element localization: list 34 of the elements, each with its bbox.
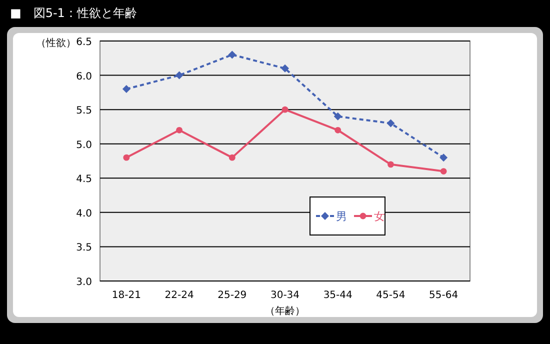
point	[281, 64, 289, 72]
y-tick-label: 3.5	[76, 242, 92, 254]
y-tick-label: 5.5	[76, 106, 92, 117]
x-tick-label: 25-29	[218, 290, 247, 301]
point	[122, 85, 130, 93]
point	[440, 168, 447, 174]
y-tick-label: 4.5	[76, 174, 92, 186]
x-tick-label: 55-64	[429, 290, 458, 301]
point	[388, 161, 394, 168]
x-tick-label: 18-21	[112, 290, 141, 301]
point	[123, 154, 130, 161]
legend-label: 女	[374, 210, 385, 223]
x-tick-label: 22-24	[164, 290, 194, 301]
y-tick-label: 6.0	[76, 71, 92, 82]
y-axis-title: （性欲）	[36, 37, 76, 49]
point	[228, 50, 236, 59]
x-tick-label: 45-54	[376, 290, 406, 301]
y-tick-label: 5.0	[76, 140, 92, 151]
legend-label: 男	[336, 210, 347, 223]
point	[282, 106, 288, 113]
y-tick-label: 3.0	[76, 277, 92, 288]
point	[386, 119, 395, 128]
x-tick-label: 35-44	[323, 290, 352, 301]
point	[334, 126, 342, 134]
point	[440, 154, 448, 162]
point	[175, 71, 184, 80]
chart-title: ■ 図5-1：性欲と年齢	[10, 6, 137, 20]
y-tick-label: 4.0	[76, 208, 92, 220]
x-tick-label: 30-34	[270, 290, 300, 301]
x-axis-title: （年齢）	[265, 305, 305, 317]
point	[176, 126, 182, 134]
point	[334, 112, 342, 120]
point	[228, 154, 236, 161]
y-tick-label: 6.5	[76, 37, 92, 48]
